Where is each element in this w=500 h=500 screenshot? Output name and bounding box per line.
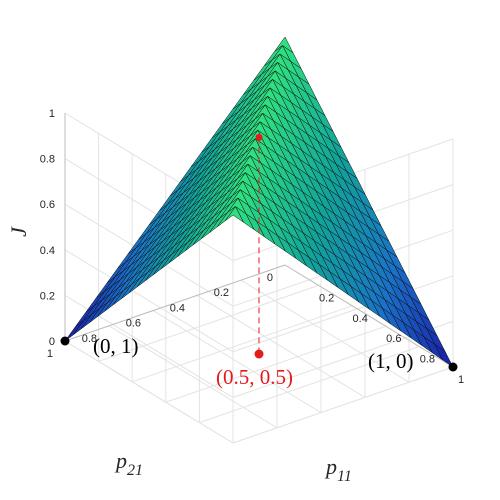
z-tick-label: 0.2 bbox=[40, 290, 55, 302]
markers bbox=[60, 133, 458, 372]
z-tick-label: 0.4 bbox=[40, 245, 55, 257]
wall-grid-line bbox=[64, 340, 234, 444]
floor-grid-line bbox=[165, 325, 386, 403]
floor-grid-line bbox=[199, 346, 420, 424]
wall-grid-line bbox=[64, 249, 234, 353]
tick-labels: 00.20.40.60.810.20.40.60.8100.20.40.60.8… bbox=[40, 108, 464, 386]
floor-grid-line bbox=[240, 279, 410, 383]
annotation-1-0: (1, 0) bbox=[368, 349, 414, 373]
y-tick-label: 0 bbox=[267, 272, 273, 284]
x-tick-label: 0.4 bbox=[353, 313, 368, 325]
x-axis-label-main: p bbox=[324, 454, 337, 479]
x-axis-label: p11 bbox=[324, 454, 352, 485]
annotation-0-1: (0, 1) bbox=[93, 334, 139, 358]
y-tick-label: 1 bbox=[47, 348, 53, 360]
max-point-marker bbox=[255, 133, 263, 141]
x-tick-label: 1 bbox=[458, 374, 464, 386]
y-axis-label-sub: 21 bbox=[127, 462, 143, 479]
y-tick-label: 0.2 bbox=[214, 287, 229, 299]
y-tick-label: 0.4 bbox=[170, 302, 185, 314]
floor-grid-line bbox=[108, 325, 278, 429]
max-point-projection bbox=[254, 349, 264, 359]
axes-grid bbox=[64, 112, 454, 444]
x-tick-label: 0.8 bbox=[420, 354, 435, 366]
y-axis-line bbox=[64, 264, 286, 342]
x-axis-label-sub: 11 bbox=[337, 468, 352, 485]
wall-grid-line bbox=[232, 366, 454, 444]
z-tick-label: 0 bbox=[49, 336, 55, 348]
y-tick-label: 0.8 bbox=[82, 333, 97, 345]
surface-patch bbox=[64, 320, 84, 342]
annotation-half-half: (0.5, 0.5) bbox=[216, 365, 293, 389]
wall-grid-line bbox=[232, 275, 454, 353]
z-tick-label: 0.8 bbox=[40, 154, 55, 166]
x-axis-line bbox=[284, 264, 454, 368]
wall-grid-line bbox=[64, 158, 234, 262]
y-axis-label: p21 bbox=[114, 448, 143, 479]
y-tick-label: 0.6 bbox=[126, 318, 141, 330]
surface-mesh bbox=[64, 36, 454, 368]
floor-grid-line bbox=[196, 294, 366, 398]
floor-grid-line bbox=[132, 305, 353, 383]
corner-point-marker bbox=[448, 362, 458, 372]
floor-grid-line bbox=[152, 310, 322, 414]
z-axis-label: J bbox=[6, 226, 31, 237]
corner-point-marker bbox=[60, 336, 70, 346]
x-tick-label: 0.2 bbox=[319, 292, 334, 304]
z-tick-label: 1 bbox=[49, 108, 55, 120]
x-tick-label: 0.6 bbox=[386, 333, 401, 345]
z-tick-label: 0.6 bbox=[40, 199, 55, 211]
floor-grid-line bbox=[98, 284, 319, 362]
y-axis-label-main: p bbox=[114, 448, 127, 473]
